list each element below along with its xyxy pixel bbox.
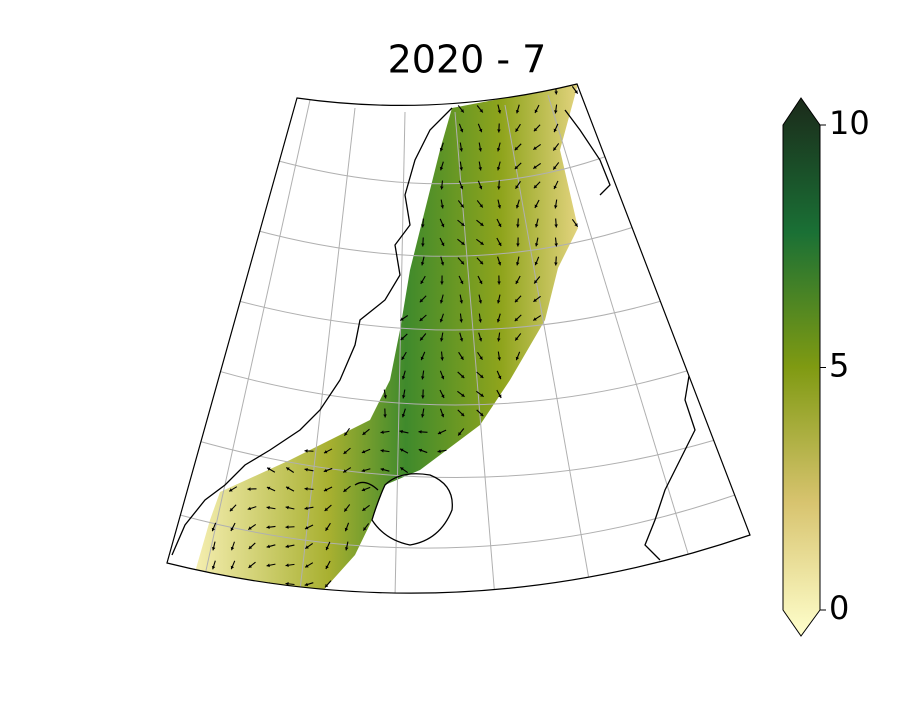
colorbar-ticks: 0 5 10 — [820, 104, 870, 627]
colorbar-tick-label: 5 — [829, 347, 849, 385]
colorbar — [783, 98, 820, 636]
map-area — [172, 84, 735, 598]
colorbar-tick-label: 10 — [829, 104, 870, 142]
colorbar-tick-label: 0 — [829, 589, 849, 627]
map-title: 2020 - 7 — [388, 38, 547, 82]
field-band — [195, 84, 578, 594]
